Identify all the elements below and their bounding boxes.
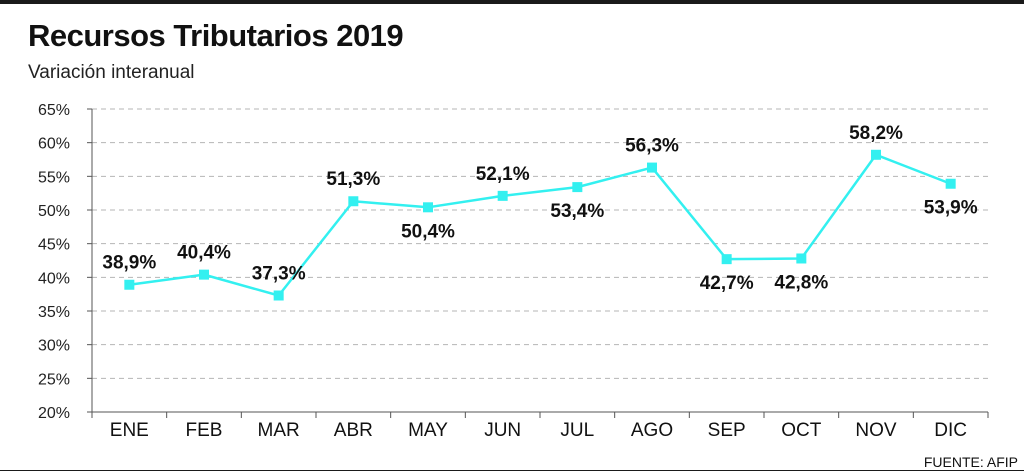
series: [124, 149, 956, 301]
bottom-rule: [0, 470, 1024, 471]
data-point-sep: [721, 254, 732, 265]
data-label-oct: 42,8%: [774, 272, 828, 293]
x-tick-label-mar: MAR: [258, 420, 300, 441]
data-point-mar: [273, 290, 284, 301]
y-tick-label: 25%: [38, 371, 70, 388]
data-label-dic: 53,9%: [924, 198, 978, 219]
x-tick-label-abr: ABR: [334, 420, 373, 441]
x-tick-label-ene: ENE: [110, 420, 149, 441]
data-label-ago: 56,3%: [625, 136, 679, 157]
data-point-jun: [497, 190, 508, 201]
data-label-jul: 53,4%: [550, 201, 604, 222]
y-tick-label: 60%: [38, 136, 70, 153]
y-tick-label: 20%: [38, 405, 70, 422]
data-point-feb: [199, 269, 209, 280]
x-tick-label-dic: DIC: [934, 420, 967, 441]
x-tick-label-may: MAY: [408, 420, 448, 441]
y-tick-label: 45%: [38, 237, 70, 254]
x-tick-label-jul: JUL: [560, 420, 594, 441]
data-label-abr: 51,3%: [326, 169, 380, 190]
y-tick-labels: 20% 25% 30% 35% 40% 45% 50% 55% 60% 65%: [38, 102, 70, 422]
chart-title: Recursos Tributarios 2019: [28, 18, 404, 53]
x-tick-label-nov: NOV: [855, 420, 897, 441]
source-note: FUENTE: AFIP: [923, 454, 1018, 470]
data-point-oct: [796, 253, 807, 264]
data-point-may: [423, 202, 433, 213]
y-tick-label: 65%: [38, 102, 70, 119]
data-label-nov: 58,2%: [849, 123, 903, 144]
data-label-feb: 40,4%: [177, 243, 231, 264]
y-tick-label: 50%: [38, 203, 70, 220]
data-label-sep: 42,7%: [700, 273, 754, 294]
data-point-nov: [871, 149, 881, 160]
y-tick-label: 30%: [38, 338, 70, 355]
x-tick-label-oct: OCT: [781, 420, 822, 441]
data-labels: 38,9% 40,4% 37,3% 51,3% 50,4% 52,1% 53,4% 56,3%…: [102, 123, 977, 294]
data-point-ene: [124, 279, 135, 290]
y-tick-label: 40%: [38, 270, 70, 287]
data-point-ago: [647, 162, 657, 173]
data-label-jun: 52,1%: [476, 164, 530, 185]
x-tick-label-ago: AGO: [631, 420, 673, 441]
x-tick-label-feb: FEB: [186, 420, 223, 441]
y-tick-label: 55%: [38, 169, 70, 186]
top-rule: [0, 0, 1024, 4]
data-point-jul: [572, 182, 583, 193]
x-tick-label-jun: JUN: [484, 420, 521, 441]
series-line: [129, 153, 952, 297]
x-category-labels: ENE FEB MAR ABR MAY JUN JUL AGO SEP OCT NOV DIC: [110, 420, 967, 441]
x-tick-label-sep: SEP: [708, 420, 746, 441]
data-point-dic: [945, 178, 956, 189]
data-label-may: 50,4%: [401, 221, 455, 242]
chart-subtitle: Variación interanual: [28, 62, 195, 83]
y-tick-label: 35%: [38, 304, 70, 321]
axes: [87, 108, 989, 418]
data-point-abr: [348, 196, 359, 207]
data-label-ene: 38,9%: [102, 253, 156, 274]
data-label-mar: 37,3%: [252, 264, 306, 285]
